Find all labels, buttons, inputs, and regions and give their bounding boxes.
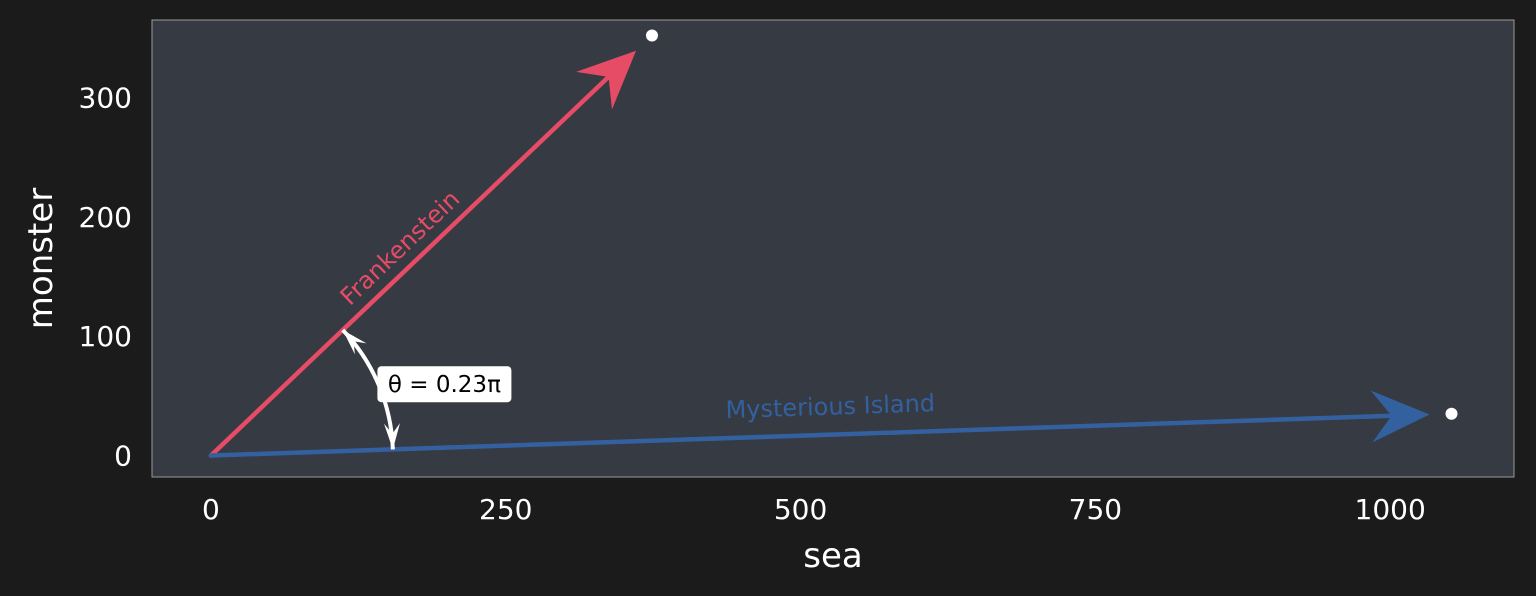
x-tick-labels: 0 250 500 750 1000	[202, 493, 1426, 526]
vector-shaft-mysterious-island	[208, 413, 1394, 458]
x-tick-label: 0	[202, 493, 220, 526]
y-tick-label: 0	[114, 440, 132, 473]
vector-shaft-frankenstein	[208, 74, 611, 458]
vector-arrowhead-frankenstein	[576, 50, 637, 110]
angle-arrowhead-mysterious-island	[383, 423, 400, 450]
y-tick-label: 300	[79, 82, 132, 115]
x-tick-label: 500	[774, 493, 827, 526]
angle-annotation: θ = 0.23π	[341, 328, 512, 450]
x-tick-label: 250	[479, 493, 532, 526]
y-axis-label: monster	[21, 188, 61, 329]
x-tick-label: 1000	[1355, 493, 1426, 526]
angle-arrowhead-frankenstein	[342, 330, 367, 355]
vector-arrowhead-mysterious-island	[1370, 390, 1430, 443]
angle-label: θ = 0.23π	[388, 372, 501, 398]
y-tick-label: 200	[79, 201, 132, 234]
y-tick-labels: 0 100 200 300	[79, 82, 132, 473]
angle-label-box	[377, 366, 512, 403]
x-axis-label: sea	[803, 536, 862, 576]
x-tick-label: 750	[1069, 493, 1122, 526]
vector-endpoint-mysterious-island	[1445, 407, 1458, 420]
y-tick-label: 100	[79, 320, 132, 353]
vector-endpoint-frankenstein	[645, 29, 658, 42]
